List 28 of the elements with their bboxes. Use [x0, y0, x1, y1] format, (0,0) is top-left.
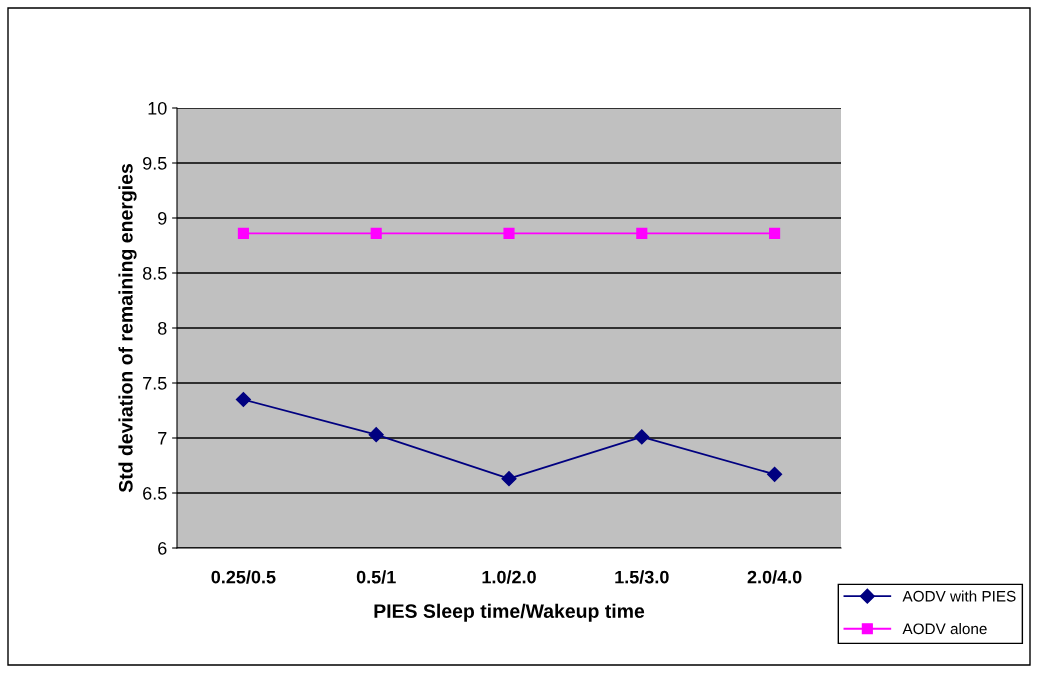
x-axis-title: PIES Sleep time/Wakeup time [374, 603, 645, 622]
point [767, 466, 783, 482]
y-tick-label: 7.5 [143, 377, 167, 390]
x-tick-label: 2.0/4.0 [747, 570, 802, 584]
y-axis-title: Std deviation of remaining energies [118, 164, 137, 493]
x-tick-label: 0.5/1 [356, 570, 396, 584]
point [769, 227, 781, 239]
x-tick-label: 0.25/0.5 [211, 570, 276, 584]
x-tick-label: 1.5/3.0 [615, 570, 669, 584]
point [634, 429, 650, 445]
y-tick-label: 8 [158, 321, 167, 335]
y-tick-label: 9.5 [143, 156, 167, 170]
y-tick-label: 6 [158, 541, 167, 555]
point [368, 427, 384, 443]
point [503, 227, 515, 239]
legend-label: AODV with PIES [902, 590, 1016, 602]
legend-label: AODV alone [902, 623, 987, 635]
point [237, 227, 249, 239]
point [636, 227, 648, 239]
point [235, 391, 251, 408]
y-tick-label: 7 [158, 432, 167, 445]
point [370, 227, 382, 239]
y-tick-label: 10 [148, 101, 167, 115]
y-tick-label: 8.5 [142, 266, 167, 280]
y-tick-label: 6.5 [143, 486, 167, 500]
y-tick-label: 9 [158, 211, 167, 225]
x-tick-label: 1.0/2.0 [482, 570, 536, 584]
point [501, 471, 517, 487]
